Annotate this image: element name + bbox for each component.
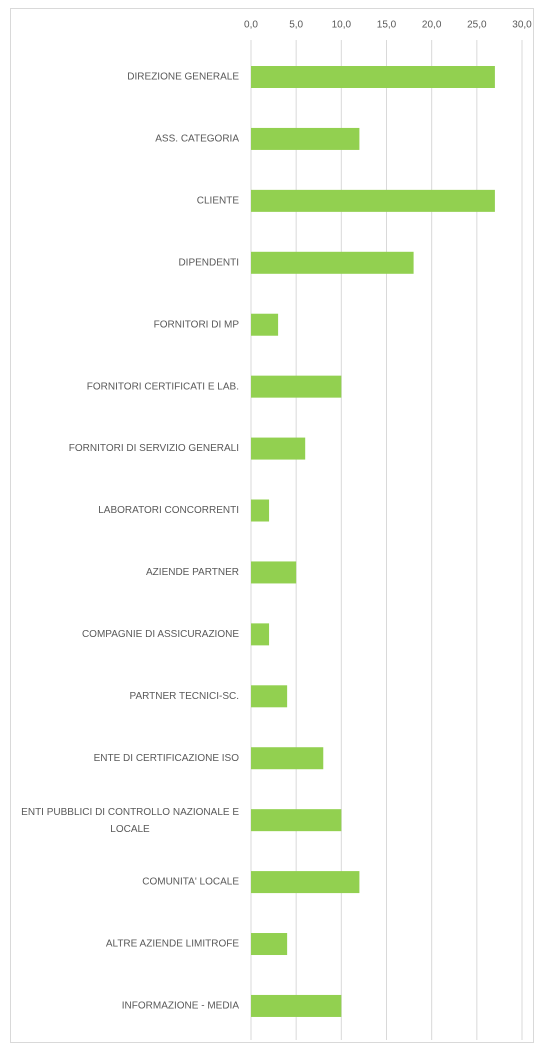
chart-border (10, 8, 534, 1043)
y-tick-label: ASS. CATEGORIA (155, 134, 239, 145)
y-tick-label: FORNITORI CERTIFICATI E LAB. (87, 381, 239, 392)
x-tick-label: 10,0 (332, 20, 352, 31)
x-tick-label: 5,0 (289, 20, 303, 31)
bar (251, 499, 270, 522)
y-tick-label: ALTRE AZIENDE LIMITROFE (106, 939, 239, 950)
y-tick-label: FORNITORI DI SERVIZIO GENERALI (69, 443, 239, 454)
bar (251, 313, 279, 336)
y-tick-label: ENTE DI CERTIFICAZIONE ISO (94, 753, 240, 764)
bar (251, 747, 324, 770)
x-tick-label: 15,0 (377, 20, 397, 31)
y-tick-label: COMUNITA' LOCALE (142, 877, 239, 888)
bar (251, 933, 288, 956)
bar (251, 809, 342, 832)
bar (251, 189, 495, 212)
x-tick-label: 25,0 (467, 20, 487, 31)
x-tick-label: 30,0 (512, 20, 532, 31)
y-tick-label: DIREZIONE GENERALE (127, 72, 239, 83)
bar (251, 994, 342, 1017)
bar (251, 375, 342, 398)
y-tick-label: COMPAGNIE DI ASSICURAZIONE (82, 629, 239, 640)
x-tick-label: 20,0 (422, 20, 442, 31)
bar (251, 871, 360, 894)
bar (251, 561, 297, 584)
y-tick-label: INFORMAZIONE - MEDIA (122, 1001, 240, 1012)
bar (251, 127, 360, 150)
y-tick-label: PARTNER TECNICI-SC. (130, 691, 239, 702)
y-tick-label: DIPENDENTI (178, 257, 239, 268)
y-tick-label: LABORATORI CONCORRENTI (98, 505, 239, 516)
y-tick-label: AZIENDE PARTNER (146, 567, 239, 578)
y-tick-label: CLIENTE (197, 196, 240, 207)
bar (251, 437, 306, 460)
bar (251, 623, 270, 646)
bar (251, 685, 288, 708)
bar (251, 251, 414, 274)
x-tick-label: 0,0 (244, 20, 258, 31)
y-tick-label: FORNITORI DI MP (154, 319, 240, 330)
bar (251, 66, 495, 88)
y-tick-label: ENTI PUBBLICI DI CONTROLLO NAZIONALE E LO… (21, 807, 239, 835)
